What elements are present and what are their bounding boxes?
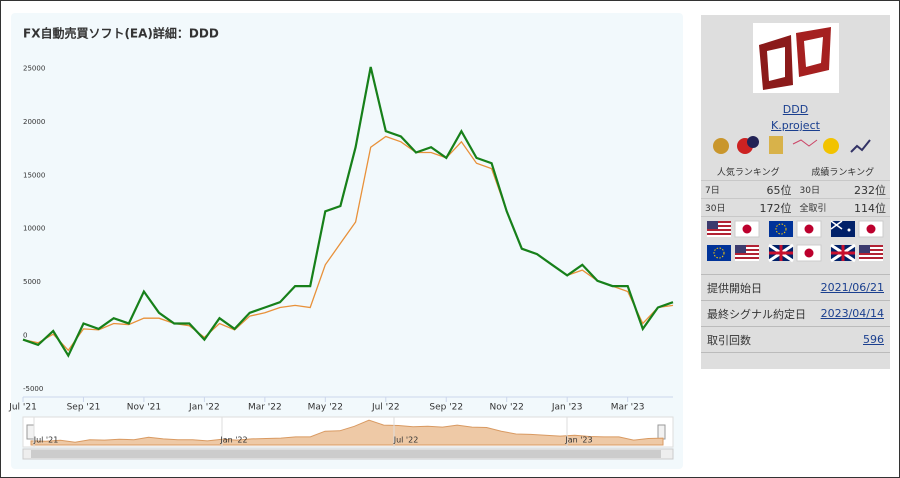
flag <box>707 245 731 261</box>
flag-part <box>804 248 814 258</box>
performance-ranking: 成績ランキング 30日 232位 全取引 114位 <box>795 163 890 217</box>
flag-part <box>735 245 746 253</box>
author[interactable]: K.project <box>771 119 820 132</box>
info-value[interactable]: 2021/06/21 <box>820 281 884 294</box>
flag-part <box>735 249 759 251</box>
rank: 65位 <box>766 183 792 197</box>
flag-part <box>742 224 752 234</box>
navigator-label: Jan '22 <box>219 436 247 445</box>
flag <box>769 221 793 237</box>
flag <box>830 220 855 237</box>
flag-part <box>707 245 731 261</box>
flag-part <box>775 223 787 235</box>
flag <box>796 220 822 238</box>
feature-icons <box>713 136 871 154</box>
y-tick-label: -5000 <box>23 385 43 393</box>
x-tick-label: Jul '21 <box>8 403 37 413</box>
chart-panel <box>11 13 683 469</box>
flag <box>859 245 883 261</box>
info-label: 提供開始日 <box>707 281 762 295</box>
flag-part <box>769 245 793 261</box>
info-label: 最終シグナル約定日 <box>707 307 806 321</box>
flag-part <box>859 245 883 247</box>
y-tick-label: 20000 <box>23 118 45 126</box>
y-tick-label: 5000 <box>23 278 41 286</box>
y-tick-label: 15000 <box>23 171 45 179</box>
flag-part <box>831 245 855 261</box>
x-tick-label: May '22 <box>308 403 343 413</box>
x-tick-label: Sep '22 <box>429 403 463 413</box>
currency-pairs <box>707 220 884 263</box>
ranking-title: 人気ランキング <box>701 163 796 181</box>
info-label: 取引回数 <box>707 333 751 347</box>
x-tick-label: Jan '22 <box>188 403 220 413</box>
flag-part <box>847 228 851 232</box>
info-value[interactable]: 2023/04/14 <box>820 307 884 320</box>
ea-name[interactable]: DDD <box>782 103 809 116</box>
sidebar: DDD K.project 人気ランキング 7日 65位 30日 172位 成績ラン… <box>701 15 890 369</box>
y-tick-label: 10000 <box>23 225 45 233</box>
navigator-label: Jul '22 <box>393 436 419 445</box>
flag-part <box>830 220 843 230</box>
flag <box>768 243 794 263</box>
flag-part <box>735 253 759 255</box>
x-tick-label: Jan '23 <box>551 403 583 413</box>
flag-part <box>804 224 814 234</box>
navigator-label: Jul '21 <box>33 436 59 445</box>
flag-part <box>859 257 883 259</box>
flag-part <box>859 253 883 255</box>
flag-part <box>713 247 725 259</box>
flag <box>707 221 731 237</box>
navigator-handle[interactable] <box>657 424 666 440</box>
flag-part <box>707 221 731 223</box>
info-value[interactable]: 596 <box>863 333 884 346</box>
flag-part <box>866 224 876 234</box>
flag-part <box>707 225 731 227</box>
chart: FX自動売買ソフト(EA)詳細：DDD -5000 0 5000 10000 15000… <box>8 13 683 469</box>
x-tick-label: Sep '21 <box>67 403 101 413</box>
x-tick-label: Jul '22 <box>371 403 400 413</box>
flag-part <box>707 229 731 231</box>
logo <box>753 23 839 93</box>
rank: 114位 <box>854 201 886 215</box>
flag-part <box>859 249 883 251</box>
x-tick-label: Nov '21 <box>127 403 161 413</box>
rank: 232位 <box>854 183 886 197</box>
x-tick-label: Mar '23 <box>611 403 645 413</box>
x-tick-label: Mar '22 <box>248 403 282 413</box>
flag <box>734 220 760 238</box>
flag <box>858 220 884 238</box>
rank: 172位 <box>759 201 792 215</box>
popularity-ranking: 人気ランキング 7日 65位 30日 172位 <box>701 163 796 217</box>
flag-part <box>859 245 870 253</box>
flag <box>735 245 759 261</box>
period: 7日 <box>705 186 720 196</box>
chart-title: FX自動売買ソフト(EA)詳細：DDD <box>23 26 219 41</box>
flag-part <box>735 245 759 247</box>
flag-part <box>769 221 793 237</box>
series-line <box>22 66 674 358</box>
flag-part <box>707 221 718 229</box>
flag-part <box>707 233 731 235</box>
y-tick-label: 25000 <box>23 64 45 72</box>
flag <box>796 244 822 262</box>
ranking-title: 成績ランキング <box>795 163 890 181</box>
flag-part <box>735 257 759 259</box>
x-tick-label: Nov '22 <box>490 403 524 413</box>
period: 30日 <box>705 204 726 214</box>
flag <box>830 243 856 263</box>
navigator-area <box>30 419 664 446</box>
navigator-label: Jan '23 <box>564 436 592 445</box>
period: 30日 <box>799 186 820 196</box>
scrollbar-thumb[interactable] <box>31 450 661 458</box>
period: 全取引 <box>799 204 827 214</box>
y-tick-label: 0 <box>23 332 27 340</box>
